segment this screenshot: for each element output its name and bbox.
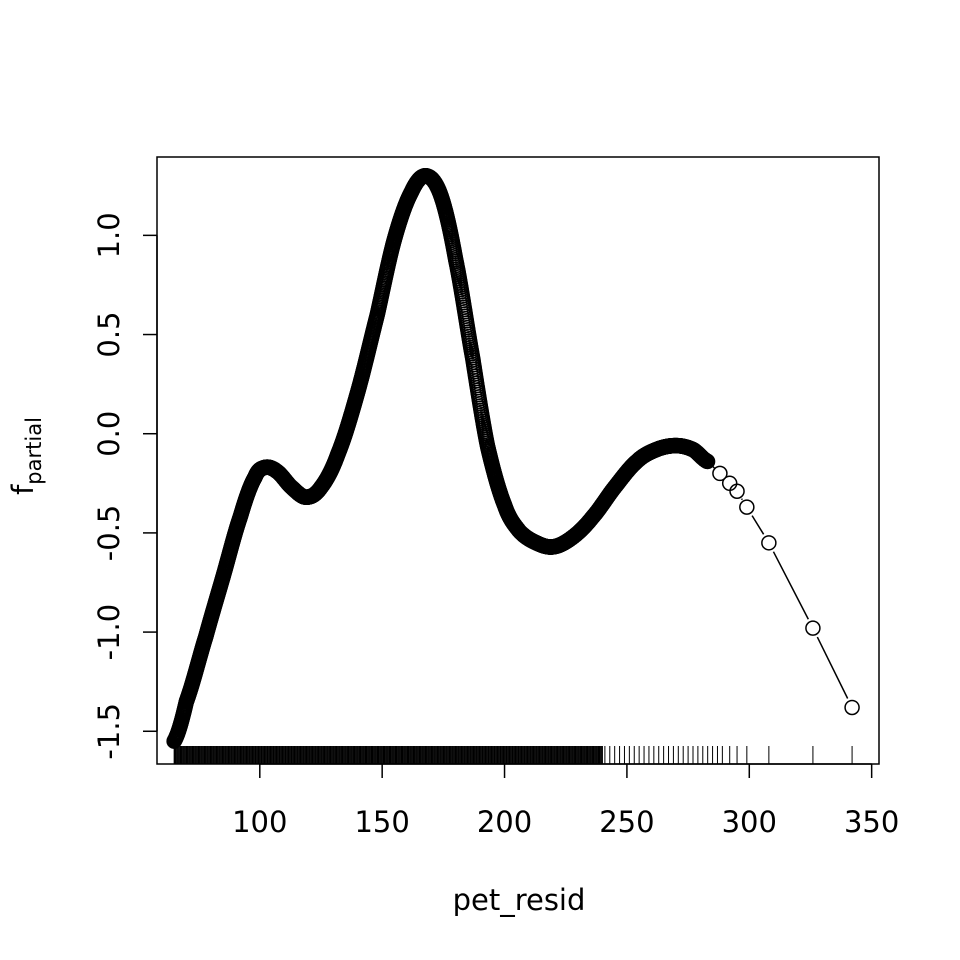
y-axis-label: fpartial [6,417,46,495]
data-point [729,483,745,499]
data-point [844,699,860,716]
y-axis: -1.5 -1.0 -0.5 0.0 0.5 1.0 [92,212,158,760]
x-tick-label: 300 [722,805,777,839]
x-tick-label: 150 [354,805,409,839]
y-tick-label-group: 0.0 [92,411,126,457]
y-tick-label-group: 1.0 [92,212,126,258]
series-line-segment [816,636,849,699]
series-line-segment [740,498,743,501]
x-axis: 100 150 200 250 300 350 [232,763,899,839]
data-point [699,453,716,470]
y-tick-label: 1.0 [92,212,126,258]
data-point [721,475,738,492]
y-axis-label-main: f [6,484,40,495]
y-tick-label-group: -1.5 [92,703,126,760]
y-tick-label: -1.5 [92,703,126,760]
data-point [739,499,755,515]
y-tick-label: 0.5 [92,311,126,357]
data-point [805,620,821,636]
x-tick-label: 100 [232,805,287,839]
y-tick-label-group: 0.5 [92,311,126,357]
x-axis-label: pet_resid [453,883,586,917]
data-series [166,168,860,749]
series-line-segment [751,515,765,535]
data-point [712,465,728,482]
x-tick-label: 200 [477,805,532,839]
x-tick-label: 350 [844,805,899,839]
y-axis-label-sub: partial [22,417,46,485]
y-tick-label-group: -1.0 [92,604,126,661]
y-tick-label: -1.0 [92,604,126,661]
y-tick-label-group: -0.5 [92,505,126,562]
series-line-segment [772,551,809,620]
x-tick-label: 250 [599,805,654,839]
y-tick-label: 0.0 [92,411,126,457]
data-point [761,535,777,551]
rug-marks [173,746,853,764]
y-tick-label: -0.5 [92,505,126,562]
